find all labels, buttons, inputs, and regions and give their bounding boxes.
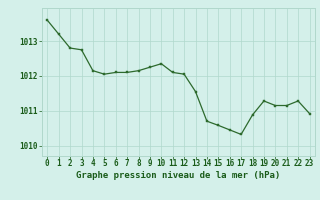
- X-axis label: Graphe pression niveau de la mer (hPa): Graphe pression niveau de la mer (hPa): [76, 171, 281, 180]
